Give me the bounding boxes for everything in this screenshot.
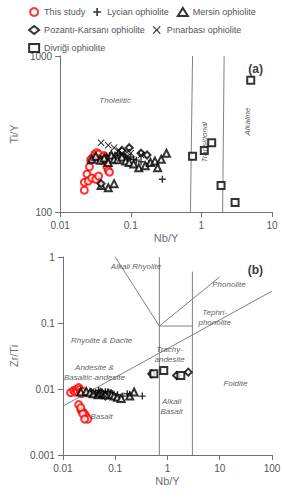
svg-text:andesite: andesite [155,355,186,364]
svg-text:Basalt: Basalt [160,407,183,416]
svg-text:This study: This study [44,7,86,17]
svg-text:Tholeiitic: Tholeiitic [99,96,131,105]
svg-text:Pınarbası ophiolite: Pınarbası ophiolite [167,25,242,35]
svg-text:0.01: 0.01 [50,220,70,231]
svg-text:0.1: 0.1 [41,318,55,329]
svg-text:Alkali Rhyolite: Alkali Rhyolite [110,262,162,271]
svg-text:Divriği ophiolite: Divriği ophiolite [44,43,105,53]
svg-text:Mersin ophiolite: Mersin ophiolite [193,7,256,17]
svg-text:Andesite &: Andesite & [74,363,114,372]
svg-text:Ti/Y: Ti/Y [8,124,20,144]
svg-text:Zr/Ti: Zr/Ti [8,345,20,367]
svg-text:(b): (b) [248,263,263,277]
svg-text:Pozantı-Karsanı ophiolite: Pozantı-Karsanı ophiolite [44,25,145,35]
svg-text:0.01: 0.01 [35,384,55,395]
svg-text:Tephri-: Tephri- [202,308,227,317]
svg-text:10: 10 [214,463,226,474]
svg-text:Lycian ophiolite: Lycian ophiolite [107,7,169,17]
svg-text:Nb/Y: Nb/Y [155,475,180,487]
svg-text:Alkali: Alkali [161,397,181,406]
svg-text:100: 100 [264,463,281,474]
svg-text:1: 1 [165,463,171,474]
svg-text:Rhyolite & Dacite: Rhyolite & Dacite [71,336,133,345]
svg-text:10: 10 [266,220,278,231]
svg-text:0.01: 0.01 [53,463,73,474]
svg-text:1000: 1000 [29,50,53,62]
svg-text:1: 1 [49,252,55,263]
svg-text:Basaltic-andesite: Basaltic-andesite [64,373,125,382]
svg-text:Foidite: Foidite [223,379,248,388]
svg-text:Basalt: Basalt [91,412,114,421]
svg-text:Phonolite: Phonolite [212,280,246,289]
svg-text:Transitional: Transitional [200,122,209,163]
svg-text:phonolite: phonolite [197,318,231,327]
svg-text:1: 1 [199,220,205,231]
svg-text:100: 100 [35,207,52,218]
svg-text:Alkaline: Alkaline [243,107,252,137]
svg-text:Nb/Y: Nb/Y [154,232,179,244]
svg-text:0.001: 0.001 [30,450,55,461]
svg-text:0.1: 0.1 [124,220,138,231]
svg-text:(a): (a) [248,62,263,76]
svg-text:Trachy-: Trachy- [156,345,183,354]
svg-text:0.1: 0.1 [108,463,122,474]
